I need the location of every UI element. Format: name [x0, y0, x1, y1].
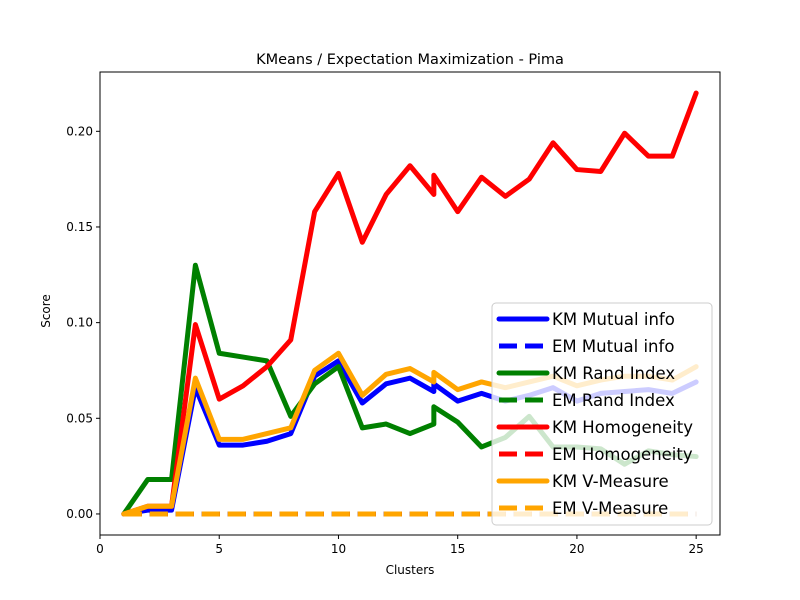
x-tick-label: 10	[331, 542, 346, 556]
x-tick-label: 0	[96, 542, 104, 556]
legend: KM Mutual info EM Mutual info KM Rand Inde…	[491, 302, 713, 526]
legend-box	[491, 302, 713, 526]
legend-label-1: EM Mutual info	[552, 337, 674, 356]
legend-label-6: KM V-Measure	[552, 472, 669, 491]
chart-title: KMeans / Expectation Maximization - Pima	[256, 52, 564, 68]
y-axis-label: Score	[39, 294, 53, 328]
legend-label-5: EM Homogeneity	[552, 445, 693, 464]
x-tick-label: 20	[569, 542, 584, 556]
x-axis-label: Clusters	[386, 563, 435, 577]
axes-frame	[99, 71, 721, 536]
x-tick-label: 5	[215, 542, 223, 556]
legend-label-0: KM Mutual info	[552, 310, 675, 329]
legend-label-3: EM Rand Index	[552, 391, 675, 410]
y-tick-label: 0.20	[66, 124, 93, 138]
series-line-4	[121, 90, 699, 517]
y-tick-label: 0.15	[66, 220, 93, 234]
y-tick-label: 0.05	[66, 411, 93, 425]
legend-label-7: EM V-Measure	[552, 499, 668, 518]
x-tick-label: 15	[450, 542, 465, 556]
x-tick-label: 25	[689, 542, 704, 556]
y-tick-label: 0.10	[66, 316, 93, 330]
plot-area: 0 5 10 15 20 25 0.00 0.05 0.10 0.15 0.20 KM Mutual …	[66, 71, 721, 556]
y-tick-label: 0.00	[66, 507, 93, 521]
legend-label-4: KM Homogeneity	[552, 418, 693, 437]
legend-label-2: KM Rand Index	[552, 364, 675, 383]
